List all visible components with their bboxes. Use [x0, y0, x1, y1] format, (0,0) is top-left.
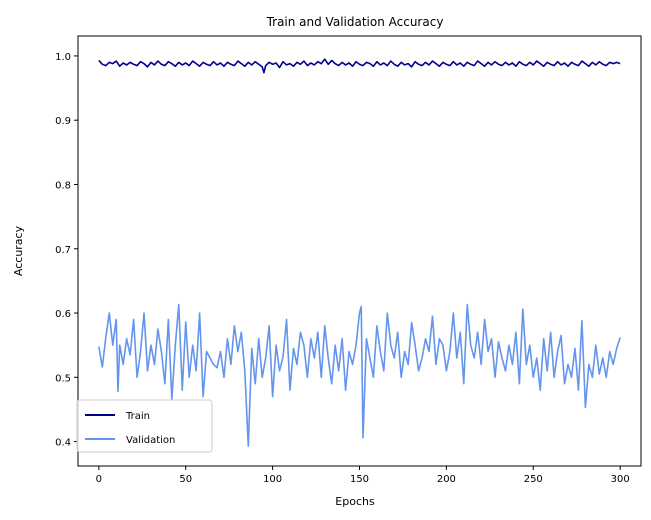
legend: Train Validation [76, 399, 213, 453]
x-tick-label: 50 [179, 474, 192, 485]
x-tick-label: 100 [263, 474, 282, 485]
y-axis: 0.4 0.5 0.6 0.7 0.8 0.9 1.0 [55, 52, 78, 449]
y-tick-label: 0.4 [55, 438, 71, 449]
y-tick-label: 0.8 [55, 180, 71, 191]
x-tick-label: 150 [350, 474, 369, 485]
y-axis-title: Accuracy [12, 225, 25, 276]
chart-title: Train and Validation Accuracy [266, 15, 444, 29]
series-line-validation [98, 303, 621, 447]
x-tick-label: 300 [611, 474, 630, 485]
x-tick-label: 200 [437, 474, 456, 485]
legend-label-train: Train [125, 411, 150, 422]
x-tick-label: 250 [524, 474, 543, 485]
y-tick-label: 0.6 [55, 309, 71, 320]
legend-label-validation: Validation [126, 435, 175, 446]
series-lines [98, 58, 621, 447]
x-axis-title: Epochs [335, 495, 375, 508]
y-tick-label: 0.9 [55, 116, 71, 127]
x-tick-label: 0 [96, 474, 102, 485]
y-tick-label: 0.7 [55, 245, 71, 256]
x-axis: 0 50 100 150 200 250 300 [96, 466, 630, 485]
y-tick-label: 0.5 [55, 373, 71, 384]
series-line-train [98, 58, 621, 74]
y-tick-label: 1.0 [55, 52, 71, 63]
